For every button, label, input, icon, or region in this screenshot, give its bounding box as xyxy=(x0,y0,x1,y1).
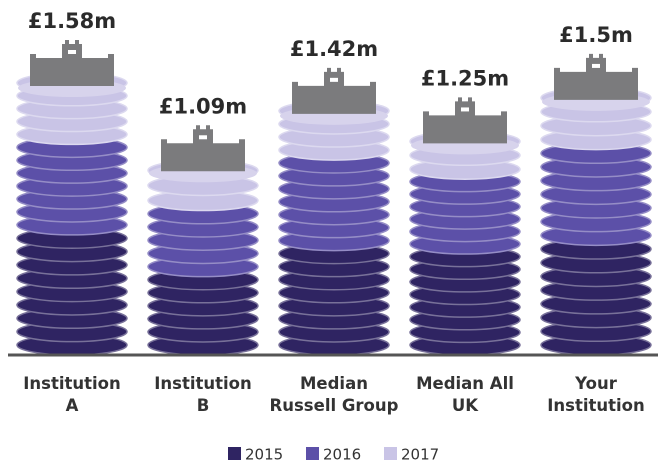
coin-segment xyxy=(147,268,259,356)
coin-segment xyxy=(16,136,128,236)
category-label: Median All UK xyxy=(416,374,514,415)
total-label: £1.42m xyxy=(290,37,378,61)
building-door xyxy=(461,107,469,112)
category-label: Institution A xyxy=(23,374,121,415)
total-label: £1.09m xyxy=(159,94,247,118)
total-label: £1.25m xyxy=(421,66,509,90)
building xyxy=(554,53,638,100)
building-door xyxy=(592,63,600,68)
legend-label: 2015 xyxy=(245,446,283,464)
building xyxy=(161,125,245,172)
legend-swatch xyxy=(228,447,241,460)
coin-segment xyxy=(409,245,521,356)
total-label: £1.58m xyxy=(28,9,116,33)
coin-segment xyxy=(409,170,521,255)
coin-segment xyxy=(278,100,390,161)
building xyxy=(423,97,507,144)
legend-swatch xyxy=(384,447,397,460)
coin-segment xyxy=(278,242,390,356)
coin-segment xyxy=(540,142,652,247)
total-label: £1.5m xyxy=(559,23,633,47)
legend-label: 2017 xyxy=(401,446,439,464)
coin-segment xyxy=(278,152,390,252)
building-door xyxy=(68,50,76,54)
category-label: Your Institution xyxy=(547,374,645,415)
building-door xyxy=(330,77,338,82)
coin-segment xyxy=(540,238,652,356)
legend-label: 2016 xyxy=(323,446,361,464)
category-label: Median Russell Group xyxy=(269,374,399,415)
coin-segment xyxy=(16,227,128,356)
building xyxy=(292,67,376,114)
building-door xyxy=(199,135,207,140)
coin-segment xyxy=(147,203,259,278)
building xyxy=(30,40,114,86)
legend-swatch xyxy=(306,447,319,460)
category-label: Institution B xyxy=(154,374,252,415)
